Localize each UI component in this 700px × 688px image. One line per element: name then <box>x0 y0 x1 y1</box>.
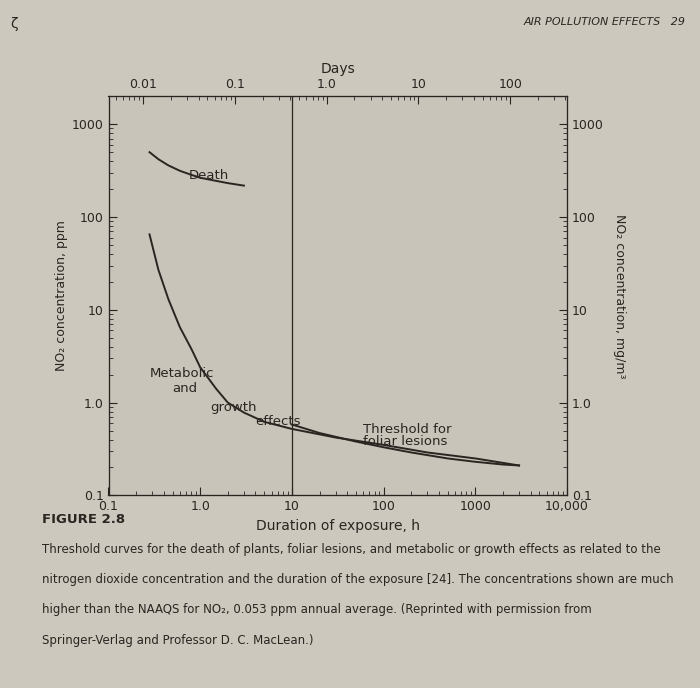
Text: AIR POLLUTION EFFECTS   29: AIR POLLUTION EFFECTS 29 <box>524 17 686 28</box>
Text: foliar lesions: foliar lesions <box>363 435 447 448</box>
Text: Metabolic: Metabolic <box>150 367 214 380</box>
Text: effects: effects <box>256 415 301 427</box>
Y-axis label: NO₂ concentration, ppm: NO₂ concentration, ppm <box>55 220 68 372</box>
X-axis label: Duration of exposure, h: Duration of exposure, h <box>256 519 420 533</box>
Text: Threshold for: Threshold for <box>363 423 452 436</box>
Text: Springer-Verlag and Professor D. C. MacLean.): Springer-Verlag and Professor D. C. MacL… <box>42 634 314 647</box>
Text: FIGURE 2.8: FIGURE 2.8 <box>42 513 125 526</box>
Text: and: and <box>173 382 197 395</box>
Text: growth: growth <box>211 400 257 413</box>
Text: higher than the NAAQS for NO₂, 0.053 ppm annual average. (Reprinted with permiss: higher than the NAAQS for NO₂, 0.053 ppm… <box>42 603 592 616</box>
Text: nitrogen dioxide concentration and the duration of the exposure [24]. The concen: nitrogen dioxide concentration and the d… <box>42 573 673 586</box>
Text: Threshold curves for the death of plants, foliar lesions, and metabolic or growt: Threshold curves for the death of plants… <box>42 543 661 556</box>
X-axis label: Days: Days <box>321 62 355 76</box>
Text: ζ: ζ <box>10 17 18 31</box>
Text: Death: Death <box>189 169 229 182</box>
Y-axis label: NO₂ concentration, mg/m³: NO₂ concentration, mg/m³ <box>613 213 626 378</box>
